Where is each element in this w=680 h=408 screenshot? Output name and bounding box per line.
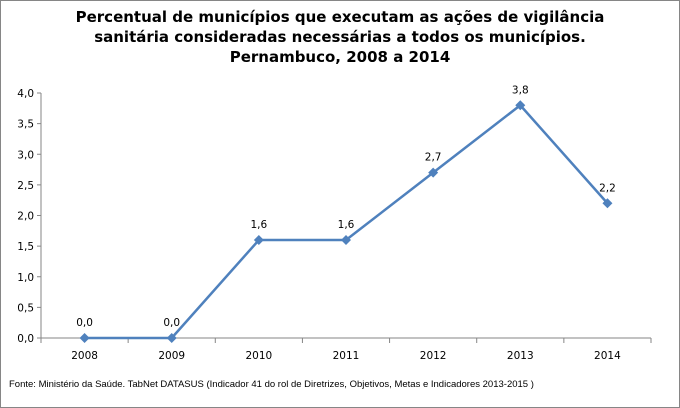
data-label: 0,0	[76, 317, 93, 329]
y-tick-label: 2,5	[17, 180, 34, 192]
x-tick-label: 2012	[420, 350, 447, 362]
data-label: 2,2	[599, 182, 616, 194]
y-tick-label: 4,0	[17, 88, 34, 100]
data-point-marker	[341, 235, 351, 245]
data-point-marker	[602, 198, 613, 209]
x-tick-label: 2014	[594, 350, 621, 362]
data-label: 1,6	[338, 219, 355, 231]
data-point-marker	[515, 100, 526, 111]
data-label: 3,8	[512, 84, 529, 96]
data-point-marker	[428, 167, 439, 178]
data-point-marker	[253, 235, 264, 245]
y-tick-label: 0,5	[17, 302, 34, 314]
y-tick-label: 1,5	[17, 241, 34, 253]
data-point-marker	[79, 333, 90, 343]
y-tick-label: 0,0	[17, 333, 34, 345]
chart-title-line: sanitária consideradas necessárias a tod…	[94, 28, 586, 46]
data-label: 0,0	[163, 317, 180, 329]
data-point-marker	[166, 333, 177, 343]
chart-title-line: Pernambuco, 2008 a 2014	[229, 48, 451, 66]
y-tick-label: 3,0	[17, 149, 34, 161]
chart-title: Percentual de municípios que executam as…	[1, 7, 679, 67]
y-tick-label: 1,0	[17, 272, 34, 284]
x-tick-label: 2008	[71, 350, 98, 362]
x-tick-label: 2009	[158, 350, 185, 362]
y-tick-label: 2,0	[17, 211, 34, 223]
data-label: 1,6	[251, 219, 268, 231]
y-tick-label: 3,5	[17, 119, 34, 131]
source-note: Fonte: Ministério da Saúde. TabNet DATAS…	[9, 379, 534, 390]
x-tick-label: 2013	[507, 350, 534, 362]
data-label: 2,7	[425, 152, 442, 164]
x-tick-label: 2011	[333, 350, 360, 362]
x-tick-label: 2010	[245, 350, 272, 362]
chart-title-line: Percentual de municípios que executam as…	[75, 8, 605, 26]
